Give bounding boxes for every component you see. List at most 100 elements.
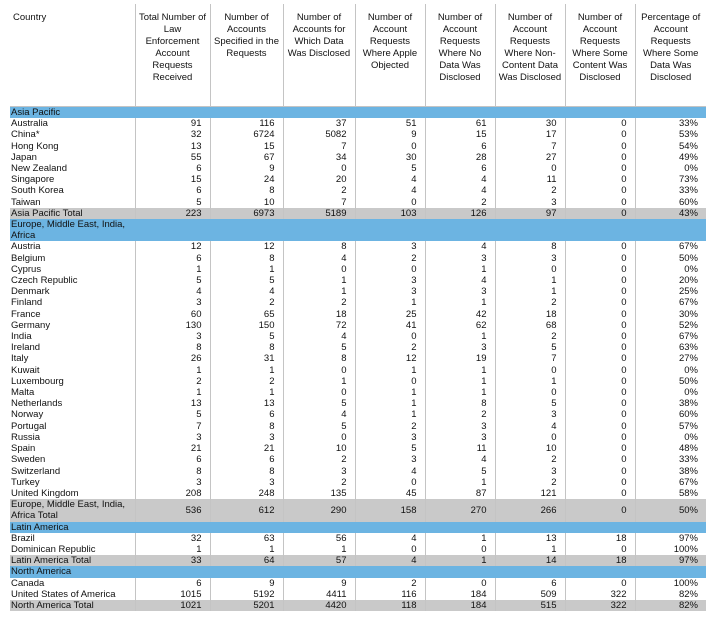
value-cell: 0 [564, 163, 635, 175]
value-cell: 61 [424, 118, 495, 130]
country-cell: Germany [11, 319, 51, 331]
value-cell: 12 [134, 241, 210, 253]
value-cell: 6 [134, 185, 210, 197]
value-cell: 4 [424, 454, 495, 466]
data-row: Finland 3 2 2 1 1 2 0 67% [10, 297, 706, 309]
data-row: Portugal 7 8 5 2 3 4 0 57% [10, 420, 706, 432]
country-cell: Czech Republic [11, 275, 78, 287]
value-cell: 55 [134, 151, 210, 164]
value-cell: 0 [564, 487, 635, 500]
country-cell: Asia Pacific Total [10, 207, 135, 220]
value-cell: 0 [564, 319, 635, 332]
value-cell: 26 [134, 353, 210, 365]
value-cell: 8 [209, 252, 283, 264]
country-cell: New Zealand [11, 163, 67, 175]
value-cell: 0 [354, 140, 425, 152]
value-cell: 9 [209, 577, 283, 589]
value-cell: 1 [134, 543, 210, 556]
value-cell: 13 [209, 398, 283, 410]
value-cell: 130 [134, 319, 210, 332]
data-row: United Kingdom 208 248 135 45 87 121 0 58% [10, 487, 706, 500]
value-cell: 4 [354, 185, 425, 197]
value-cell: 0 [354, 375, 425, 388]
value-cell: 2 [134, 375, 210, 388]
value-cell: 7 [134, 420, 210, 432]
value-cell: 2 [494, 454, 565, 466]
value-cell: 6 [134, 252, 210, 264]
value-cell: 8 [134, 465, 210, 477]
country-cell: Latin America Total [10, 555, 135, 567]
data-row: Singapore 15 24 20 4 4 11 0 73% [10, 174, 706, 186]
data-row: Belgium 6 8 4 2 3 3 0 50% [10, 252, 706, 264]
value-cell: 4 [424, 241, 495, 253]
value-cell: 97% [634, 555, 706, 567]
section-header: Europe, Middle East, India, Africa [10, 219, 706, 242]
value-cell: 41 [354, 319, 425, 332]
value-cell: 208 [134, 487, 210, 500]
value-cell: 100% [634, 543, 706, 556]
value-cell: 5192 [209, 588, 283, 600]
value-cell: 5 [282, 342, 355, 354]
value-cell: 34 [282, 151, 355, 164]
value-cell: 0 [564, 140, 635, 152]
value-cell: 87 [424, 487, 495, 500]
value-cell: 0 [564, 420, 635, 432]
value-cell: 116 [209, 118, 283, 130]
value-cell: 20 [282, 174, 355, 186]
value-cell: 2 [354, 342, 425, 354]
country-cell: Europe, Middle East, India, Africa Total [10, 499, 135, 522]
value-cell: 33% [634, 185, 706, 197]
value-cell: 536 [134, 499, 210, 522]
value-cell: 1 [209, 543, 283, 556]
value-cell: 4 [209, 286, 283, 298]
value-cell: 60 [134, 308, 210, 320]
data-row: Sweden 6 6 2 3 4 2 0 33% [10, 454, 706, 466]
value-cell: 0 [564, 387, 635, 399]
data-row: Brazil 32 63 56 4 1 13 18 97% [10, 532, 706, 544]
value-cell: 4 [282, 331, 355, 343]
value-cell: 0 [354, 331, 425, 343]
data-row: Hong Kong 13 15 7 0 6 7 0 54% [10, 140, 706, 152]
value-cell: 1 [424, 263, 495, 276]
value-cell: 0 [354, 543, 425, 556]
section-fill [135, 219, 706, 242]
value-cell: 4 [424, 174, 495, 186]
header-row: Country Total Number of Law Enforcement A… [10, 4, 706, 107]
country-cell: Brazil [11, 532, 35, 544]
data-row: Switzerland 8 8 3 4 5 3 0 38% [10, 465, 706, 477]
value-cell: 3 [209, 476, 283, 488]
data-row: Japan 55 67 34 30 28 27 0 49% [10, 151, 706, 164]
country-cell: Austria [11, 241, 41, 253]
value-cell: 1021 [134, 599, 210, 612]
country-cell: India [11, 331, 32, 343]
value-cell: 0 [424, 543, 495, 556]
country-cell: Australia [11, 118, 48, 130]
section-header: North America [10, 566, 706, 578]
value-cell: 15 [424, 129, 495, 141]
value-cell: 10 [494, 443, 565, 455]
value-cell: 126 [424, 207, 495, 220]
value-cell: 5 [282, 398, 355, 410]
value-cell: 7 [282, 140, 355, 152]
value-cell: 8 [209, 420, 283, 432]
value-cell: 0 [564, 207, 635, 220]
transparency-table: Country Total Number of Law Enforcement A… [10, 4, 706, 612]
value-cell: 82% [634, 599, 706, 612]
value-cell: 1 [282, 286, 355, 298]
value-cell: 25 [354, 308, 425, 320]
value-cell: 2 [354, 577, 425, 589]
data-row: South Korea 6 8 2 4 4 2 0 33% [10, 185, 706, 197]
country-cell: United Kingdom [11, 487, 79, 499]
value-cell: 0 [564, 476, 635, 488]
value-cell: 15 [209, 140, 283, 152]
country-cell: Dominican Republic [11, 543, 96, 555]
value-cell: 0 [354, 476, 425, 488]
value-cell: 6 [134, 577, 210, 589]
value-cell: 5 [209, 331, 283, 343]
value-cell: 67 [209, 151, 283, 164]
data-row: Malta 1 1 0 1 1 0 0 0% [10, 387, 706, 399]
value-cell: 4 [282, 409, 355, 421]
value-cell: 24 [209, 174, 283, 186]
column-header: Total Number of Law Enforcement Account … [134, 4, 210, 107]
country-cell: Italy [11, 353, 29, 365]
